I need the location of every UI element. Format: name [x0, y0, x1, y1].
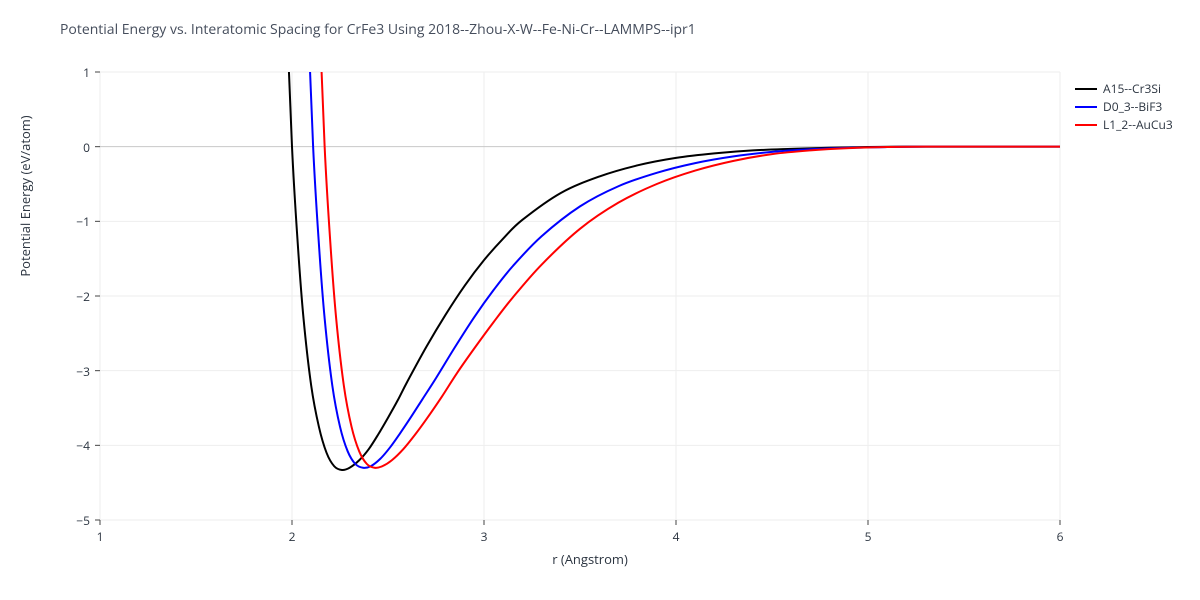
legend-label: L1_2--AuCu3 — [1103, 116, 1173, 133]
y-tick-label: −4 — [60, 437, 90, 454]
legend-swatch — [1075, 106, 1097, 108]
x-axis-label: r (Angstrom) — [530, 550, 650, 568]
y-tick-label: −1 — [60, 213, 90, 230]
legend-item[interactable]: A15--Cr3Si — [1075, 80, 1161, 97]
x-tick-label: 1 — [90, 528, 110, 545]
legend-swatch — [1075, 124, 1097, 126]
y-tick-label: 1 — [60, 64, 90, 81]
x-tick-label: 3 — [474, 528, 494, 545]
legend-item[interactable]: L1_2--AuCu3 — [1075, 116, 1173, 133]
y-tick-label: −2 — [60, 288, 90, 305]
legend-label: A15--Cr3Si — [1103, 80, 1161, 97]
y-tick-label: 0 — [60, 139, 90, 156]
x-tick-label: 2 — [282, 528, 302, 545]
legend-swatch — [1075, 88, 1097, 90]
chart-svg — [0, 0, 1200, 600]
y-tick-label: −5 — [60, 512, 90, 529]
y-axis-label: Potential Energy (eV/atom) — [16, 96, 34, 296]
series-line[interactable] — [315, 0, 1060, 468]
x-tick-label: 4 — [666, 528, 686, 545]
series-line[interactable] — [282, 0, 1060, 470]
x-tick-label: 5 — [858, 528, 878, 545]
x-tick-label: 6 — [1050, 528, 1070, 545]
legend-item[interactable]: D0_3--BiF3 — [1075, 98, 1162, 115]
y-tick-label: −3 — [60, 363, 90, 380]
series-group — [282, 0, 1060, 470]
series-line[interactable] — [304, 0, 1060, 468]
legend-label: D0_3--BiF3 — [1103, 98, 1162, 115]
